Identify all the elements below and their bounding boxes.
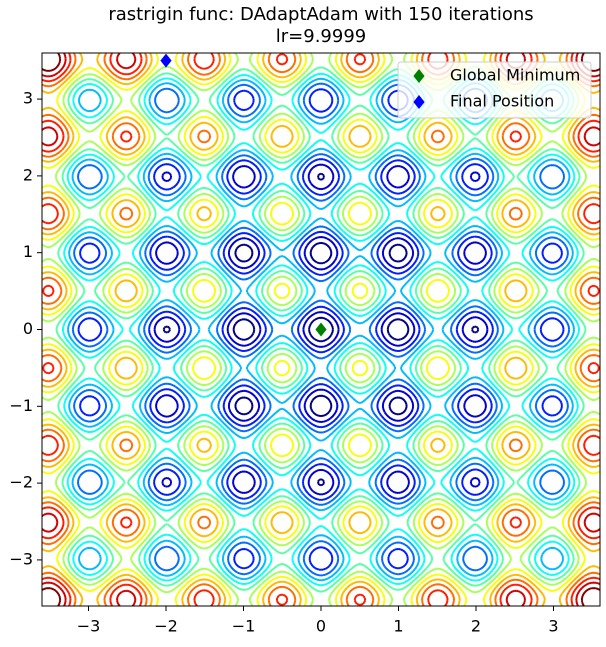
x-tick-label: 2	[471, 617, 481, 636]
x-tick-label: −2	[154, 617, 178, 636]
contour-line	[67, 77, 575, 582]
y-tick-label: −2	[9, 473, 33, 492]
y-tick-label: −1	[9, 396, 33, 415]
y-tick-label: 0	[23, 319, 33, 338]
x-tick-label: −1	[232, 617, 256, 636]
marker	[160, 53, 172, 68]
y-tick-label: 3	[23, 89, 33, 108]
legend-label: Final Position	[450, 92, 554, 111]
markers	[160, 53, 327, 337]
x-tick-label: 0	[316, 617, 326, 636]
contour-line	[62, 72, 580, 587]
contour-line	[42, 53, 600, 606]
x-tick-label: 3	[548, 617, 558, 636]
contour-line	[55, 66, 587, 593]
y-tick-label: −3	[9, 549, 33, 568]
legend: Global Minimum Final Position	[397, 61, 592, 119]
legend-label: Global Minimum	[450, 66, 580, 85]
marker	[315, 322, 327, 337]
axes: −3 −2 −1 0 1 2 3 −3 −2 −1 0 1 2 3	[9, 89, 558, 636]
chart-title: rastrigin func: DAdaptAdam with 150 iter…	[108, 4, 533, 25]
contour-line	[162, 172, 480, 487]
contour-line	[77, 88, 565, 571]
legend-marker	[413, 95, 425, 109]
contour-line	[153, 163, 489, 496]
contour-line	[42, 53, 600, 606]
y-tick-label: 1	[23, 242, 33, 261]
x-tick-label: −3	[77, 617, 101, 636]
legend-marker	[413, 69, 425, 83]
contour-line	[42, 53, 600, 606]
legend-box	[397, 61, 592, 119]
chart-subtitle: lr=9.9999	[276, 26, 366, 47]
x-tick-label: 1	[393, 617, 403, 636]
y-tick-label: 2	[23, 165, 33, 184]
contour-line	[71, 82, 571, 577]
